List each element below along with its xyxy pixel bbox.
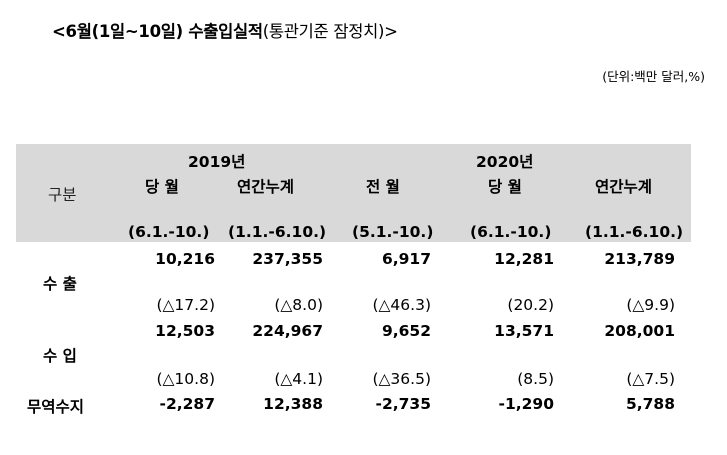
import-value: 12,503 <box>155 322 215 340</box>
col-header-label: 연간누계 <box>237 178 295 196</box>
export-value: 213,789 <box>604 250 675 268</box>
col-header-label: 당 월 <box>488 178 522 196</box>
export-value: 10,216 <box>155 250 215 268</box>
import-change: (△36.5) <box>372 370 431 388</box>
col-header-label: 연간누계 <box>595 178 653 196</box>
export-change: (20.2) <box>507 296 554 314</box>
col-header-label: 당 월 <box>145 178 179 196</box>
row-header-label: 구분 <box>48 186 77 204</box>
import-value: 208,001 <box>604 322 675 340</box>
export-value: 6,917 <box>381 250 431 268</box>
table-header-background <box>16 144 691 242</box>
title-sub: (통관기준 잠정치)> <box>262 22 398 41</box>
title-main: <6월(1일~10일) 수출입실적 <box>52 22 263 41</box>
year-2020-header: 2020년 <box>476 153 534 171</box>
export-change: (△8.0) <box>274 296 323 314</box>
balance-value: -1,290 <box>498 395 554 413</box>
row-label-import: 수 입 <box>43 347 77 365</box>
export-value: 12,281 <box>494 250 554 268</box>
col-header-period: (6.1.-10.) <box>128 223 210 241</box>
import-value: 9,652 <box>381 322 431 340</box>
import-change: (△7.5) <box>626 370 675 388</box>
row-label-trade-balance: 무역수지 <box>27 398 85 416</box>
import-value: 13,571 <box>494 322 554 340</box>
export-change: (△17.2) <box>156 296 215 314</box>
import-change: (△4.1) <box>274 370 323 388</box>
col-header-label: 전 월 <box>366 178 400 196</box>
import-value: 224,967 <box>252 322 323 340</box>
export-change: (△46.3) <box>372 296 431 314</box>
balance-value: -2,735 <box>375 395 431 413</box>
col-header-period: (5.1.-10.) <box>352 223 434 241</box>
import-change: (△10.8) <box>156 370 215 388</box>
balance-value: 12,388 <box>263 395 323 413</box>
balance-value: 5,788 <box>625 395 675 413</box>
unit-note: (단위:백만 달러,%) <box>602 69 705 84</box>
col-header-period: (6.1.-10.) <box>470 223 552 241</box>
col-header-period: (1.1.-6.10.) <box>228 223 327 241</box>
import-change: (8.5) <box>517 370 554 388</box>
row-label-export: 수 출 <box>43 275 77 293</box>
balance-value: -2,287 <box>159 395 215 413</box>
export-value: 237,355 <box>252 250 323 268</box>
page-title: <6월(1일~10일) 수출입실적(통관기준 잠정치)> <box>52 18 398 42</box>
export-change: (△9.9) <box>626 296 675 314</box>
year-2019-header: 2019년 <box>188 153 246 171</box>
col-header-period: (1.1.-6.10.) <box>585 223 684 241</box>
